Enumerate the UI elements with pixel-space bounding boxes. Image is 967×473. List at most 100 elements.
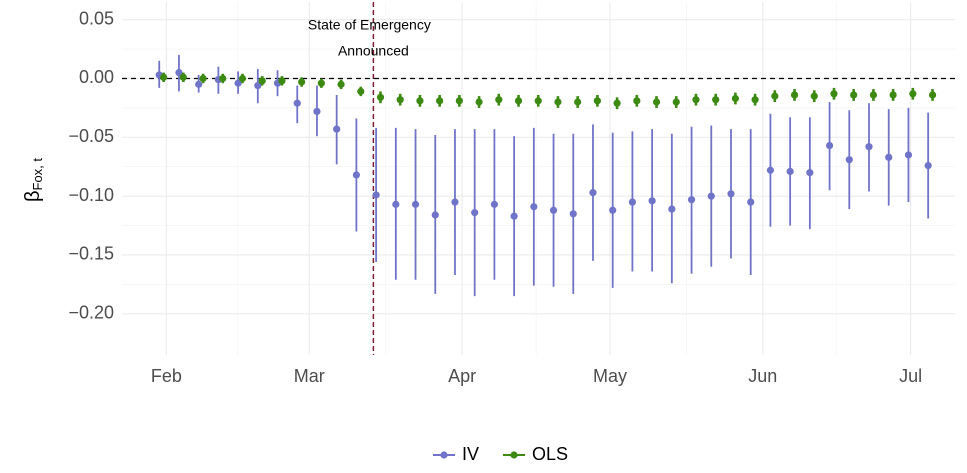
point: [589, 189, 597, 197]
point: [451, 198, 459, 206]
x-tick-label: Feb: [151, 366, 182, 386]
point: [751, 96, 759, 104]
point: [357, 87, 365, 96]
point: [766, 166, 775, 174]
point: [333, 125, 341, 133]
point: [313, 107, 321, 116]
point: [569, 210, 577, 218]
point: [352, 171, 360, 179]
point: [652, 98, 661, 106]
point: [278, 77, 286, 85]
point: [219, 74, 227, 83]
x-tick-label: Jul: [899, 366, 922, 386]
point: [530, 203, 538, 211]
point: [904, 151, 913, 159]
point: [731, 94, 739, 103]
point: [712, 96, 720, 104]
point: [885, 153, 893, 161]
annotation-text: Announced: [338, 43, 409, 59]
legend-key-point: [440, 451, 448, 459]
point: [195, 80, 203, 88]
point: [392, 200, 400, 208]
y-tick-label: 0.05: [79, 8, 114, 28]
point: [850, 91, 858, 99]
annotation-text: State of Emergency: [308, 17, 431, 33]
y-axis-label: βFox, t: [22, 158, 45, 202]
point: [254, 81, 262, 90]
point: [471, 209, 479, 217]
point: [786, 167, 794, 176]
point: [806, 169, 814, 177]
y-tick-label: 0.00: [79, 67, 114, 87]
point: [199, 74, 207, 83]
point: [510, 212, 518, 220]
point: [845, 156, 853, 164]
legend-label: IV: [462, 444, 479, 464]
point: [179, 73, 187, 81]
y-tick-label: −0.10: [68, 185, 114, 205]
point: [869, 91, 878, 99]
point: [613, 99, 621, 107]
point: [889, 91, 897, 99]
point: [234, 79, 242, 87]
y-tick-label: −0.05: [68, 126, 114, 146]
point: [648, 197, 656, 205]
point: [687, 196, 696, 204]
point: [633, 97, 641, 105]
point: [258, 77, 266, 85]
point: [574, 98, 582, 106]
point: [298, 78, 306, 86]
point: [609, 206, 617, 214]
legend-key-point: [510, 451, 518, 459]
point: [534, 97, 542, 105]
point: [825, 141, 834, 150]
point: [554, 98, 562, 106]
point: [810, 92, 818, 100]
point: [490, 200, 499, 208]
point: [293, 99, 301, 107]
point: [747, 198, 755, 206]
legend-label: OLS: [532, 444, 568, 464]
point: [830, 90, 838, 98]
point: [337, 80, 345, 88]
y-tick-label: −0.15: [68, 244, 114, 264]
point: [436, 97, 444, 105]
point: [628, 198, 637, 206]
point: [692, 96, 700, 104]
point: [593, 97, 601, 105]
point: [707, 192, 715, 200]
point: [431, 211, 439, 219]
y-tick-label: −0.20: [68, 303, 114, 323]
point: [727, 190, 735, 198]
point: [455, 97, 463, 105]
point: [396, 96, 404, 104]
point: [495, 96, 503, 104]
point: [924, 161, 932, 170]
point: [411, 200, 420, 208]
point: [175, 69, 183, 77]
y-label-subscript: Fox, t: [30, 158, 45, 191]
point: [790, 91, 799, 99]
point: [668, 205, 676, 213]
point: [865, 143, 873, 151]
point: [160, 73, 168, 81]
point: [549, 206, 558, 214]
point: [672, 98, 680, 106]
point: [416, 97, 424, 105]
point: [514, 97, 523, 105]
point: [771, 92, 779, 100]
point: [909, 90, 917, 98]
point: [475, 98, 483, 106]
point: [376, 93, 385, 101]
x-tick-label: May: [593, 366, 627, 386]
y-label-symbol: β: [22, 191, 44, 203]
x-tick-label: Mar: [294, 366, 325, 386]
point: [238, 74, 247, 83]
x-tick-label: Jun: [748, 366, 777, 386]
point: [372, 191, 380, 199]
point: [317, 79, 325, 87]
point: [928, 91, 937, 99]
x-tick-label: Apr: [448, 366, 476, 386]
